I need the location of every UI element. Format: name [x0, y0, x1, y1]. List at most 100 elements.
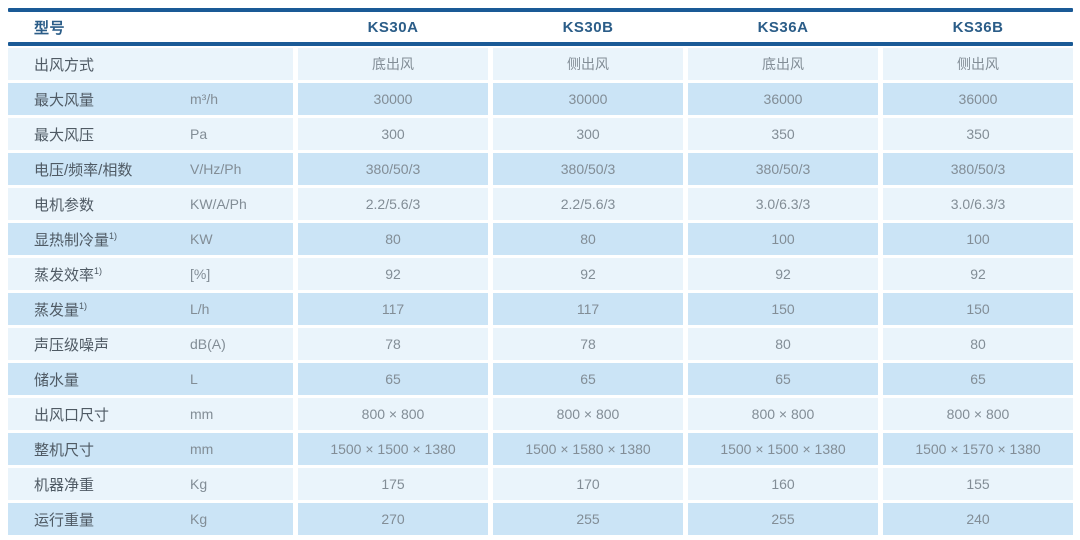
- value-cell-model-4: 65: [883, 363, 1073, 395]
- value-cell-model-4: 350: [883, 118, 1073, 150]
- value-cell-model-2: 2.2/5.6/3: [493, 188, 683, 220]
- row-unit: Kg: [190, 511, 208, 527]
- value-cell-model-2: 78: [493, 328, 683, 360]
- row-unit: m³/h: [190, 91, 218, 107]
- value-cell-model-1: 1500 × 1500 × 1380: [298, 433, 488, 465]
- value-cell-model-4: 1500 × 1570 × 1380: [883, 433, 1073, 465]
- column-header-model-4: KS36B: [952, 18, 1004, 36]
- table-row: 储水量 L 65 65 65 65: [8, 363, 1073, 395]
- value-cell-model-3: 380/50/3: [688, 153, 878, 185]
- table-row: 蒸发量1) L/h 117 117 150 150: [8, 293, 1073, 325]
- row-label-block: 电机参数 KW/A/Ph: [8, 188, 293, 220]
- row-label: 声压级噪声: [34, 334, 190, 355]
- row-label: 出风方式: [34, 54, 190, 75]
- row-label-text: 电机参数: [34, 196, 95, 214]
- header-model-label: 型号: [34, 19, 66, 37]
- row-label-text: 运行重量: [34, 511, 95, 529]
- table-row: 电机参数 KW/A/Ph 2.2/5.6/3 2.2/5.6/3 3.0/6.3…: [8, 188, 1073, 220]
- value-cell-model-1: 117: [298, 293, 488, 325]
- value-cell-model-1: 2.2/5.6/3: [298, 188, 488, 220]
- value-cell-model-1: 底出风: [298, 48, 488, 80]
- value-cell-model-1: 380/50/3: [298, 153, 488, 185]
- row-label-block: 最大风压 Pa: [8, 118, 293, 150]
- row-label-block: 电压/频率/相数 V/Hz/Ph: [8, 153, 293, 185]
- value-cell-model-2: 380/50/3: [493, 153, 683, 185]
- row-label-block: 机器净重 Kg: [8, 468, 293, 500]
- value-cell-model-3: 36000: [688, 83, 878, 115]
- row-label-text: 储水量: [34, 371, 80, 389]
- value-cell-model-2: 1500 × 1580 × 1380: [493, 433, 683, 465]
- row-label: 出风口尺寸: [34, 404, 190, 425]
- value-cell-model-4: 92: [883, 258, 1073, 290]
- table-row: 电压/频率/相数 V/Hz/Ph 380/50/3 380/50/3 380/5…: [8, 153, 1073, 185]
- value-cell-model-4: 36000: [883, 83, 1073, 115]
- row-label: 电机参数: [34, 194, 190, 215]
- value-cell-model-1: 78: [298, 328, 488, 360]
- value-cell-model-3: 350: [688, 118, 878, 150]
- value-cell-model-3: 底出风: [688, 48, 878, 80]
- table-row: 整机尺寸 mm 1500 × 1500 × 1380 1500 × 1580 ×…: [8, 433, 1073, 465]
- value-cell-model-1: 175: [298, 468, 488, 500]
- value-cell-model-4: 155: [883, 468, 1073, 500]
- value-cell-model-3: 92: [688, 258, 878, 290]
- row-label-text: 出风方式: [34, 56, 95, 74]
- row-label: 蒸发效率1): [34, 264, 190, 285]
- row-label: 运行重量: [34, 509, 190, 530]
- table-header-row: 型号 KS30A KS30B KS36A KS36B: [8, 12, 1073, 42]
- row-unit: KW/A/Ph: [190, 196, 247, 212]
- value-cell-model-2: 117: [493, 293, 683, 325]
- value-cell-model-4: 380/50/3: [883, 153, 1073, 185]
- row-label-block: 出风方式: [8, 48, 293, 80]
- value-cell-model-2: 30000: [493, 83, 683, 115]
- row-label: 最大风量: [34, 89, 190, 110]
- value-cell-model-1: 270: [298, 503, 488, 535]
- row-label-block: 整机尺寸 mm: [8, 433, 293, 465]
- value-cell-model-1: 65: [298, 363, 488, 395]
- value-cell-model-1: 92: [298, 258, 488, 290]
- column-header-model-2: KS30B: [562, 18, 614, 36]
- value-cell-model-3: 255: [688, 503, 878, 535]
- row-label-text: 蒸发量: [34, 301, 80, 319]
- row-label-block: 声压级噪声 dB(A): [8, 328, 293, 360]
- row-label: 最大风压: [34, 124, 190, 145]
- value-cell-model-2: 170: [493, 468, 683, 500]
- value-cell-model-3: 80: [688, 328, 878, 360]
- table-row: 机器净重 Kg 175 170 160 155: [8, 468, 1073, 500]
- row-label: 机器净重: [34, 474, 190, 495]
- row-label-block: 蒸发效率1) [%]: [8, 258, 293, 290]
- row-label-text: 声压级噪声: [34, 336, 110, 354]
- value-cell-model-2: 255: [493, 503, 683, 535]
- row-label-text: 出风口尺寸: [34, 406, 110, 424]
- value-cell-model-2: 侧出风: [493, 48, 683, 80]
- row-label: 整机尺寸: [34, 439, 190, 460]
- table-row: 最大风量 m³/h 30000 30000 36000 36000: [8, 83, 1073, 115]
- row-label-text: 蒸发效率: [34, 266, 95, 284]
- row-label-block: 蒸发量1) L/h: [8, 293, 293, 325]
- value-cell-model-2: 80: [493, 223, 683, 255]
- table-row: 运行重量 Kg 270 255 255 240: [8, 503, 1073, 535]
- table-row: 最大风压 Pa 300 300 350 350: [8, 118, 1073, 150]
- row-unit: mm: [190, 441, 214, 457]
- row-label: 显热制冷量1): [34, 229, 190, 250]
- row-label-block: 储水量 L: [8, 363, 293, 395]
- value-cell-model-4: 240: [883, 503, 1073, 535]
- footnote-marker: 1): [79, 300, 88, 311]
- value-cell-model-3: 1500 × 1500 × 1380: [688, 433, 878, 465]
- value-cell-model-1: 800 × 800: [298, 398, 488, 430]
- value-cell-model-3: 160: [688, 468, 878, 500]
- column-header-model-1: KS30A: [367, 18, 419, 36]
- value-cell-model-3: 3.0/6.3/3: [688, 188, 878, 220]
- row-unit: [%]: [190, 266, 211, 282]
- value-cell-model-4: 150: [883, 293, 1073, 325]
- value-cell-model-4: 800 × 800: [883, 398, 1073, 430]
- value-cell-model-2: 65: [493, 363, 683, 395]
- row-unit: L: [190, 371, 198, 387]
- row-label-block: 最大风量 m³/h: [8, 83, 293, 115]
- table-row: 出风方式 底出风 侧出风 底出风 侧出风: [8, 48, 1073, 80]
- column-header-model-3: KS36A: [757, 18, 809, 36]
- row-label: 蒸发量1): [34, 299, 190, 320]
- table-row: 出风口尺寸 mm 800 × 800 800 × 800 800 × 800 8…: [8, 398, 1073, 430]
- row-label-block: 出风口尺寸 mm: [8, 398, 293, 430]
- table-row: 蒸发效率1) [%] 92 92 92 92: [8, 258, 1073, 290]
